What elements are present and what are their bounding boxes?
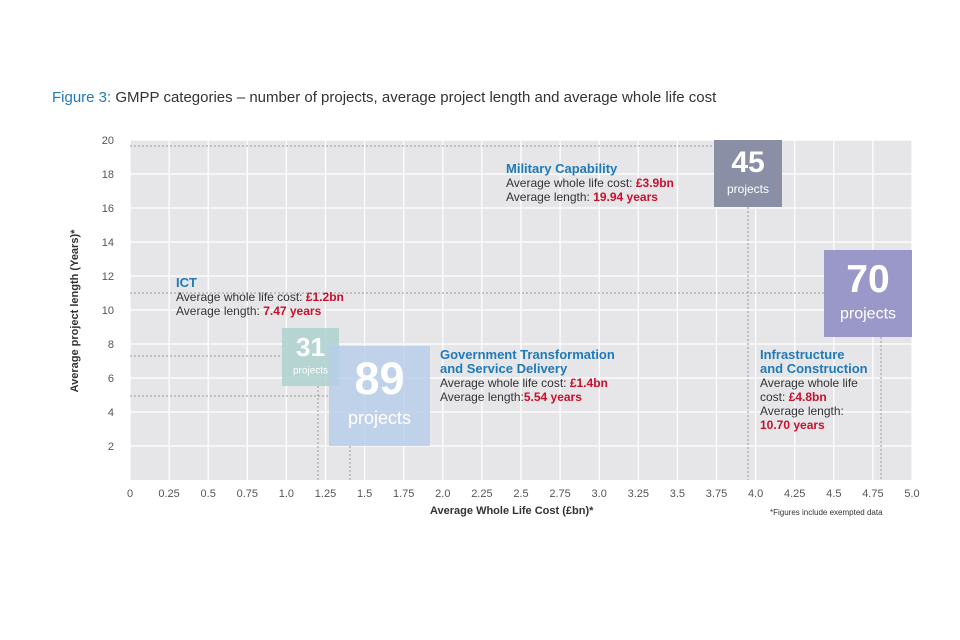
category-name-line-2: and Construction <box>760 361 868 376</box>
label-ict: ICT Average whole life cost: £1.2bn Aver… <box>176 275 344 319</box>
x-tick-label: 0.5 <box>201 488 216 500</box>
label-infrastructure: Infrastructure and Construction Average … <box>760 347 868 433</box>
cost-prefix-line-2: cost: <box>760 390 789 404</box>
project-unit: projects <box>348 408 411 428</box>
cost-prefix-line-1: Average whole life <box>760 376 858 390</box>
x-tick-label: 4.25 <box>784 488 805 500</box>
project-count: 31 <box>296 332 325 362</box>
length-prefix: Average length: <box>440 390 524 404</box>
y-tick-label: 12 <box>102 271 114 283</box>
project-count: 70 <box>846 258 889 301</box>
cost-value: £3.9bn <box>635 176 674 190</box>
figure-title-text: GMPP categories – number of projects, av… <box>111 89 717 106</box>
y-tick-label: 14 <box>102 237 114 249</box>
category-name: ICT <box>176 275 197 290</box>
x-tick-label: 3.75 <box>706 488 727 500</box>
length-line: Average length: 19.94 years <box>506 190 674 204</box>
project-count: 45 <box>731 146 764 179</box>
x-tick-label: 1.75 <box>393 488 414 500</box>
length-prefix: Average length: <box>176 304 264 318</box>
length-value: 19.94 years <box>593 190 658 204</box>
project-box <box>329 346 430 446</box>
length-prefix: Average length: <box>506 190 594 204</box>
category-name-line-1: Government Transformation <box>440 347 615 362</box>
label-gov: Government Transformation and Service De… <box>440 347 615 405</box>
length-prefix: Average length: <box>760 404 844 418</box>
x-tick-label: 1.0 <box>279 488 294 500</box>
category-name-line-1: Infrastructure <box>760 347 845 362</box>
y-tick-label: 4 <box>108 407 114 419</box>
x-tick-label: 2.75 <box>549 488 570 500</box>
project-unit: projects <box>840 305 896 322</box>
x-tick-label: 0.25 <box>158 488 179 500</box>
length-value: 7.47 years <box>263 304 322 318</box>
project-unit: projects <box>293 366 328 377</box>
category-name: Military Capability <box>506 161 618 176</box>
x-tick-label: 0 <box>127 488 133 500</box>
x-tick-label: 3.25 <box>628 488 649 500</box>
y-tick-label: 20 <box>102 135 114 147</box>
cost-prefix: Average whole life cost: <box>176 290 306 304</box>
length-value: 5.54 years <box>523 390 582 404</box>
cost-line: Average whole life cost: £3.9bn <box>506 176 674 190</box>
x-axis-label: Average Whole Life Cost (£bn)* <box>430 505 594 517</box>
y-tick-label: 8 <box>108 339 114 351</box>
y-axis-label: Average project length (Years)* <box>69 229 81 393</box>
x-tick-label: 3.0 <box>592 488 607 500</box>
cost-value: £1.4bn <box>569 376 608 390</box>
project-box <box>714 140 782 207</box>
project-unit: projects <box>727 182 769 196</box>
cost-prefix: Average whole life cost: <box>440 376 570 390</box>
project-box <box>824 250 912 337</box>
y-tick-label: 2 <box>108 441 114 453</box>
x-tick-label: 2.0 <box>435 488 450 500</box>
y-tick-label: 16 <box>102 203 114 215</box>
x-tick-label: 2.5 <box>513 488 528 500</box>
length-line: Average length:5.54 years <box>440 390 615 404</box>
x-tick-label: 5.0 <box>904 488 919 500</box>
x-tick-label: 4.75 <box>862 488 883 500</box>
figure-number: Figure 3: <box>52 89 112 106</box>
x-tick-label: 4.0 <box>748 488 763 500</box>
x-tick-label: 2.25 <box>471 488 492 500</box>
cost-value: £1.2bn <box>305 290 344 304</box>
cost-line: Average whole life cost: £1.2bn <box>176 290 344 304</box>
x-tick-label: 1.25 <box>315 488 336 500</box>
cost-value: £4.8bn <box>788 390 827 404</box>
y-tick-label: 10 <box>102 305 114 317</box>
chart-title: Figure 3: GMPP categories – number of pr… <box>52 89 716 106</box>
y-tick-label: 6 <box>108 373 114 385</box>
footnote: *Figures include exempted data <box>770 508 883 517</box>
x-tick-label: 3.5 <box>670 488 685 500</box>
y-tick-label: 18 <box>102 169 114 181</box>
cost-line: cost: £4.8bn <box>760 390 868 404</box>
length-value: 10.70 years <box>760 418 825 432</box>
x-tick-label: 4.5 <box>826 488 841 500</box>
x-tick-label: 1.5 <box>357 488 372 500</box>
x-tick-label: 0.75 <box>237 488 258 500</box>
label-military: Military Capability Average whole life c… <box>506 161 674 205</box>
cost-prefix: Average whole life cost: <box>506 176 636 190</box>
project-count: 89 <box>354 353 404 404</box>
category-name-line-2: and Service Delivery <box>440 361 568 376</box>
cost-line: Average whole life cost: £1.4bn <box>440 376 615 390</box>
length-line: Average length: 7.47 years <box>176 304 344 318</box>
